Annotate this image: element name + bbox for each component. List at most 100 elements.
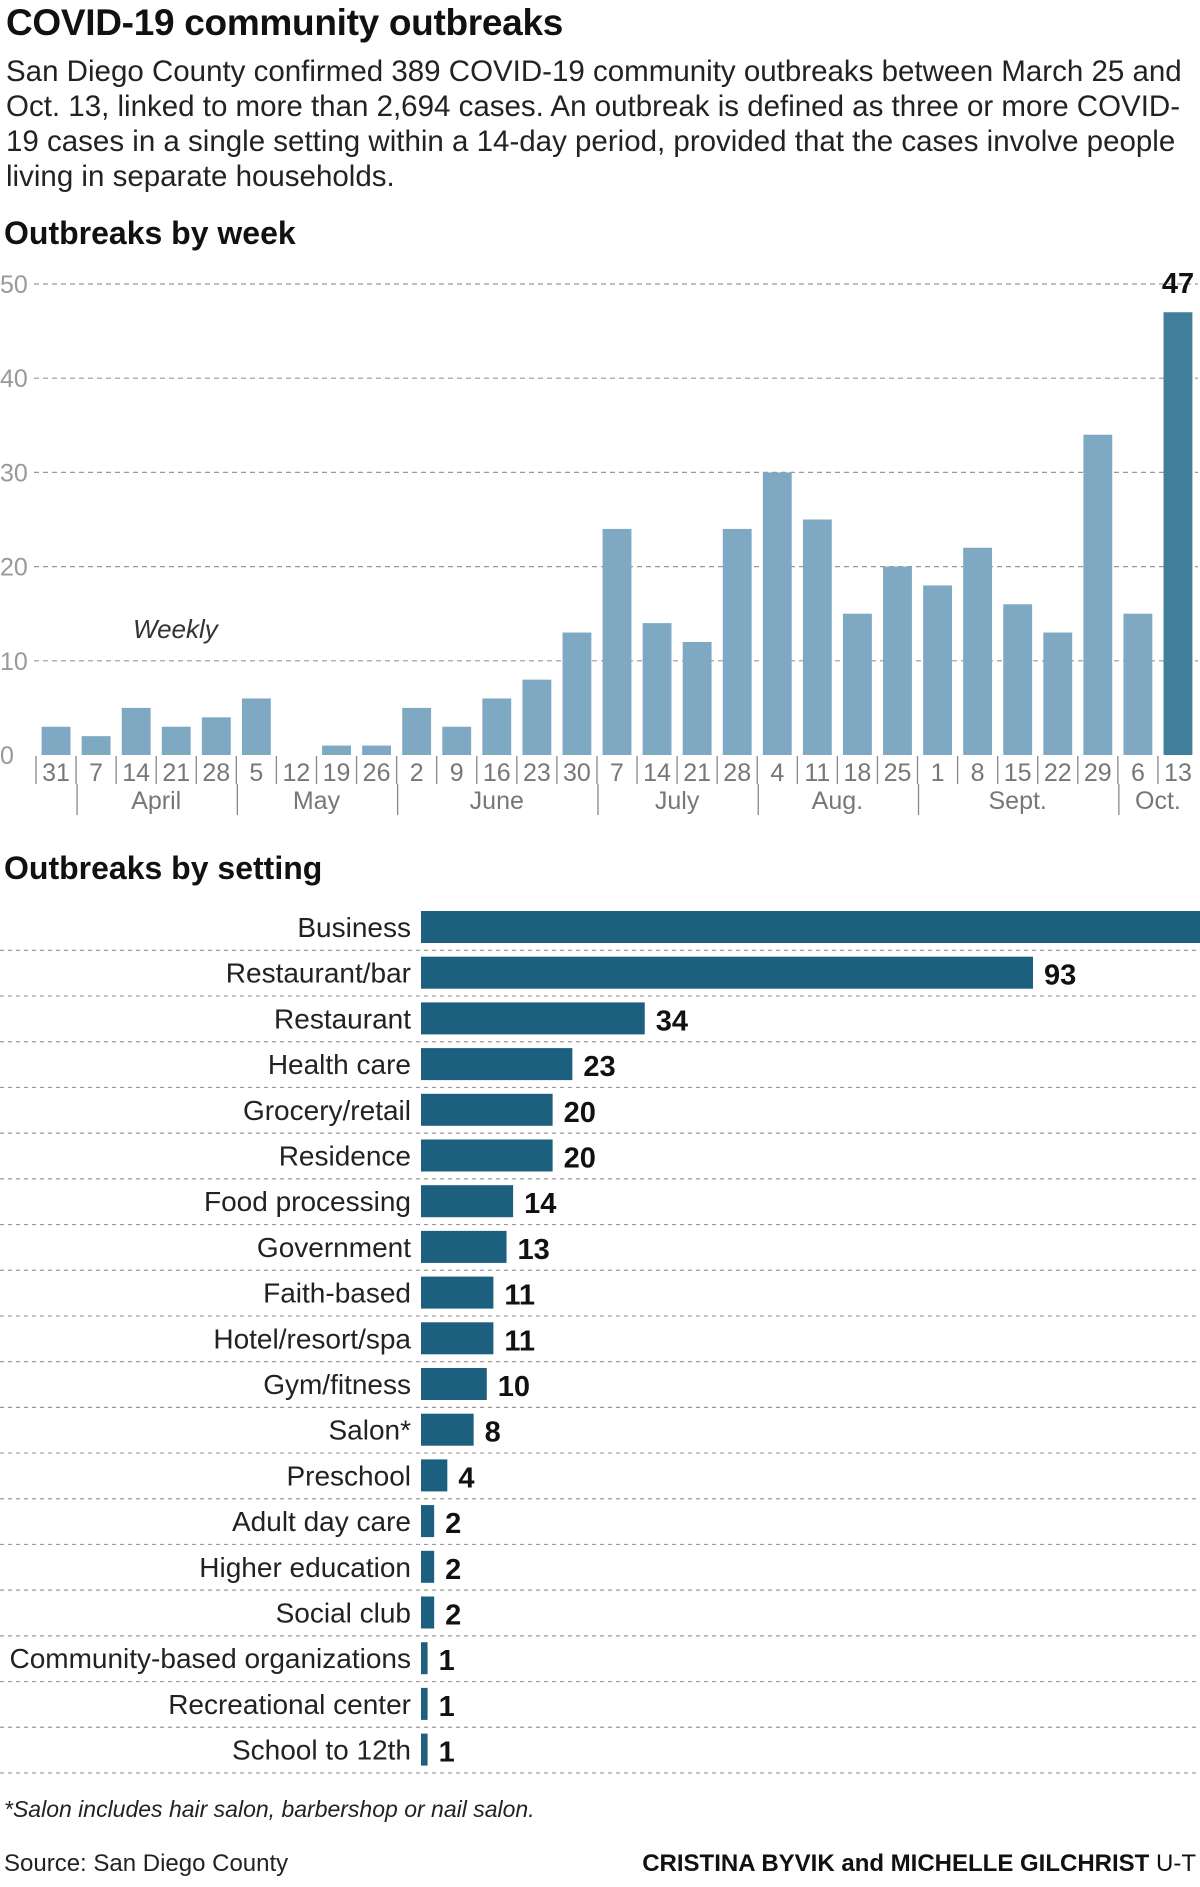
setting-outbreaks-chart: Business Restaurant/bar 93 Restaurant 34 Heal… [0, 911, 1200, 1774]
week-bar [642, 623, 672, 755]
setting-label: Salon* [328, 1415, 411, 1446]
month-label: Oct. [1135, 787, 1181, 815]
setting-bar [421, 1368, 487, 1400]
setting-value-label: 20 [564, 1143, 596, 1175]
setting-label: Health care [268, 1049, 411, 1080]
month-label: June [470, 787, 524, 815]
week-bar [562, 632, 592, 755]
setting-value-label: 34 [656, 1005, 688, 1037]
week-bar [482, 698, 512, 755]
week-bar [362, 745, 392, 755]
setting-chart-title: Outbreaks by setting [4, 850, 323, 886]
setting-label: Adult day care [232, 1506, 411, 1537]
y-tick-label: 0 [0, 742, 14, 770]
week-bar [602, 528, 632, 755]
week-bar [241, 698, 271, 755]
x-tick-label: 11 [804, 759, 830, 787]
highlight-value-label: 47 [1162, 268, 1194, 300]
x-tick-label: 22 [1044, 759, 1072, 787]
week-bar [522, 679, 552, 755]
setting-value-label: 2 [445, 1554, 461, 1586]
x-tick-label: 19 [323, 759, 351, 787]
chart-title: COVID-19 community outbreaks [6, 2, 564, 43]
setting-bar [421, 1642, 428, 1675]
week-bar [322, 745, 351, 755]
week-bar [802, 519, 832, 755]
y-tick-label: 30 [0, 459, 28, 487]
x-tick-label: 28 [202, 759, 230, 787]
setting-value-label: 93 [1044, 960, 1076, 992]
week-bar [923, 585, 952, 755]
x-tick-label: 23 [523, 759, 551, 787]
setting-value-label: 2 [445, 1508, 461, 1540]
y-tick-label: 10 [0, 648, 28, 676]
x-tick-label: 4 [770, 759, 784, 787]
weekly-annotation: Weekly [133, 614, 220, 644]
week-bar [81, 736, 111, 755]
week-bar [41, 726, 71, 755]
setting-label: Higher education [199, 1552, 411, 1583]
x-tick-label: 9 [450, 759, 464, 787]
credit-names: CRISTINA BYVIK and MICHELLE GILCHRIST [642, 1850, 1150, 1877]
x-tick-label: 8 [971, 759, 985, 787]
setting-bar [421, 1459, 448, 1492]
setting-value-label: 13 [518, 1234, 550, 1266]
setting-label: Preschool [286, 1460, 411, 1491]
setting-label: Gym/fitness [263, 1369, 411, 1400]
week-bar [842, 613, 872, 755]
setting-label: Restaurant [274, 1003, 411, 1034]
setting-value-label: 1 [439, 1691, 455, 1723]
x-tick-label: 2 [410, 759, 424, 787]
setting-label: Community-based organizations [9, 1643, 411, 1674]
x-tick-label: 15 [1004, 759, 1032, 787]
month-label: April [131, 787, 181, 815]
setting-label: School to 12th [232, 1735, 411, 1766]
setting-bar [421, 1002, 645, 1035]
setting-value-label: 23 [583, 1051, 615, 1083]
footnote: *Salon includes hair salon, barbershop o… [4, 1796, 535, 1822]
source-note: Source: San Diego County [4, 1850, 289, 1877]
x-tick-label: 6 [1131, 759, 1145, 787]
x-tick-label: 14 [122, 759, 150, 787]
x-tick-label: 16 [483, 759, 511, 787]
x-tick-label: 14 [643, 759, 671, 787]
setting-label: Food processing [204, 1186, 411, 1217]
credit-line: CRISTINA BYVIK and MICHELLE GILCHRIST U-… [642, 1850, 1196, 1878]
setting-value-label: 14 [524, 1188, 556, 1220]
setting-label: Faith-based [263, 1278, 411, 1309]
week-bar [1163, 312, 1193, 755]
setting-value-label: 1 [439, 1737, 455, 1769]
week-bar [762, 472, 792, 755]
week-bar [442, 726, 472, 755]
week-bar [121, 707, 151, 755]
y-tick-label: 50 [0, 271, 28, 299]
x-tick-label: 13 [1164, 759, 1192, 787]
setting-bar [421, 1230, 507, 1263]
week-bar [1043, 632, 1073, 755]
setting-label: Social club [276, 1598, 411, 1629]
setting-bar [421, 956, 1033, 989]
x-tick-label: 25 [884, 759, 912, 787]
x-tick-label: 21 [683, 759, 711, 787]
setting-bar [421, 1048, 573, 1081]
setting-bar [421, 1596, 435, 1629]
setting-bar [421, 911, 1200, 943]
setting-bar [421, 1185, 514, 1218]
setting-value-label: 20 [564, 1097, 596, 1129]
setting-value-label: 10 [498, 1371, 530, 1403]
month-label: July [655, 787, 700, 815]
x-tick-label: 7 [89, 759, 103, 787]
chart-description: San Diego County confirmed 389 COVID-19 … [6, 55, 1182, 193]
y-tick-label: 20 [0, 554, 28, 582]
x-tick-label: 21 [162, 759, 190, 787]
x-tick-label: 1 [931, 759, 945, 787]
weekly-chart-title: Outbreaks by week [4, 215, 296, 251]
month-label: May [293, 787, 341, 815]
setting-label: Restaurant/bar [226, 958, 411, 989]
setting-value-label: 11 [504, 1280, 535, 1312]
week-bar [722, 528, 752, 755]
setting-value-label: 4 [458, 1462, 474, 1494]
week-bar [682, 641, 712, 755]
setting-bar [421, 1276, 494, 1309]
